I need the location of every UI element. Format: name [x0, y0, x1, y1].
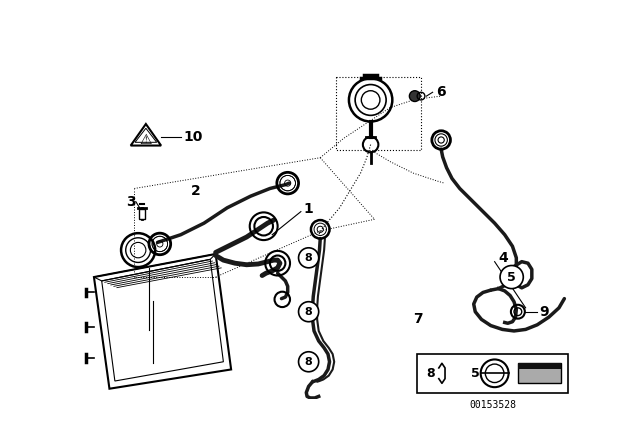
Text: 8: 8	[305, 357, 312, 367]
Text: ⚠: ⚠	[140, 133, 152, 147]
FancyBboxPatch shape	[518, 363, 561, 370]
Circle shape	[298, 302, 319, 322]
Text: 8: 8	[305, 253, 312, 263]
FancyBboxPatch shape	[139, 209, 145, 219]
Text: 8: 8	[426, 367, 435, 380]
Text: 9: 9	[540, 305, 549, 319]
Text: 00153528: 00153528	[469, 400, 516, 410]
Circle shape	[298, 352, 319, 372]
Circle shape	[298, 248, 319, 268]
Text: 1: 1	[303, 202, 313, 216]
Text: 4: 4	[499, 251, 508, 265]
FancyBboxPatch shape	[417, 354, 568, 392]
Text: 7: 7	[413, 312, 423, 327]
Text: 8: 8	[305, 307, 312, 317]
Text: 6: 6	[436, 85, 446, 99]
Circle shape	[500, 266, 524, 289]
Circle shape	[410, 91, 420, 102]
Text: 3: 3	[127, 194, 136, 209]
Text: 5: 5	[472, 367, 480, 380]
Text: 2: 2	[191, 184, 200, 198]
Text: 5: 5	[508, 271, 516, 284]
FancyBboxPatch shape	[518, 363, 561, 383]
Text: 10: 10	[183, 130, 202, 144]
